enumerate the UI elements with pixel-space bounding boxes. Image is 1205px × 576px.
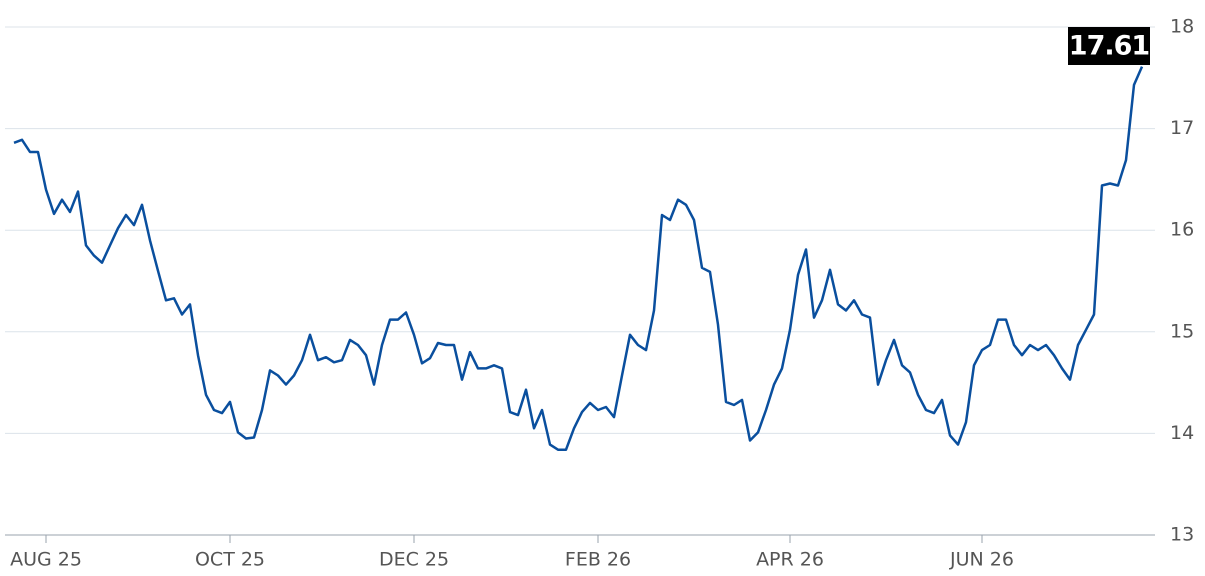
y-tick-label: 18 xyxy=(1170,16,1194,38)
y-tick-label: 15 xyxy=(1170,320,1194,342)
x-tick-label: FEB 26 xyxy=(565,549,631,571)
x-tick-label: DEC 25 xyxy=(379,549,449,571)
x-tick-label: OCT 25 xyxy=(195,549,265,571)
y-tick-label: 14 xyxy=(1170,422,1194,444)
y-tick-label: 16 xyxy=(1170,219,1194,241)
last-value-label: 17.61 xyxy=(1069,31,1149,62)
x-tick-label: JUN 26 xyxy=(949,549,1014,571)
y-tick-label: 17 xyxy=(1170,117,1194,139)
y-tick-label: 13 xyxy=(1170,524,1194,546)
last-value-box xyxy=(1068,27,1150,65)
price-line xyxy=(13,66,1144,451)
x-tick-label: APR 26 xyxy=(756,549,824,571)
x-tick-label: AUG 25 xyxy=(10,549,82,571)
